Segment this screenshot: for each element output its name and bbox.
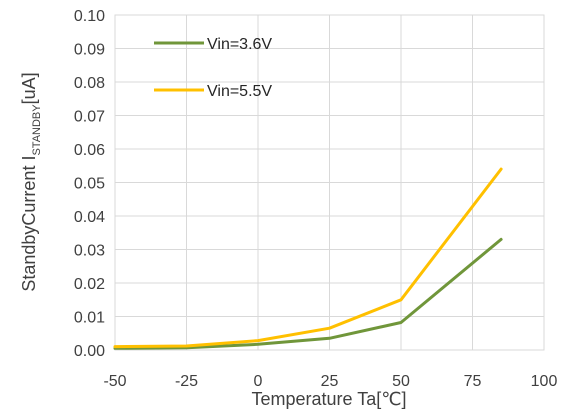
y-tick-label: 0.00: [74, 343, 105, 360]
y-tick-label: 0.01: [74, 310, 105, 327]
legend-label-1: Vin=3.6V: [207, 36, 272, 53]
y-axis-title: StandbyCurrent ISTANDBY[uA]: [19, 72, 43, 291]
x-tick-label: 25: [321, 373, 339, 390]
y-tick-label: 0.06: [74, 142, 105, 159]
plot-area-frame: [114, 14, 545, 351]
x-axis-title: Temperature Ta[℃]: [252, 389, 407, 409]
y-tick-label: 0.07: [74, 109, 105, 126]
x-tick-label: 75: [464, 373, 482, 390]
y-tick-label: 0.08: [74, 75, 105, 92]
y-axis-title-main: StandbyCurrent I: [19, 156, 39, 292]
x-tick-label: -25: [175, 373, 198, 390]
y-tick-label: 0.10: [74, 8, 105, 25]
legend: Vin=3.6V Vin=5.5V: [154, 36, 272, 100]
grid-lines: [114, 14, 545, 351]
y-axis-title-unit: [uA]: [19, 72, 39, 104]
y-tick-label: 0.05: [74, 176, 105, 193]
y-axis-ticks: 0.00 0.01 0.02 0.03 0.04 0.05 0.06 0.07 0.08 0.09…: [74, 8, 105, 360]
x-tick-label: 0: [254, 373, 263, 390]
y-tick-label: 0.03: [74, 243, 105, 260]
y-tick-label: 0.04: [74, 209, 105, 226]
y-tick-label: 0.09: [74, 42, 105, 59]
x-tick-label: 100: [531, 373, 558, 390]
x-tick-label: -50: [103, 373, 126, 390]
series-line-1: [113, 237, 503, 350]
legend-label-2: Vin=5.5V: [207, 83, 272, 100]
x-axis-ticks: -50 -25 0 25 50 75 100: [103, 373, 557, 390]
series-lines: [113, 167, 503, 350]
series-line-2: [113, 167, 503, 349]
y-axis-title-subscript: STANDBY: [31, 104, 43, 156]
x-tick-label: 50: [392, 373, 410, 390]
y-tick-label: 0.02: [74, 276, 105, 293]
